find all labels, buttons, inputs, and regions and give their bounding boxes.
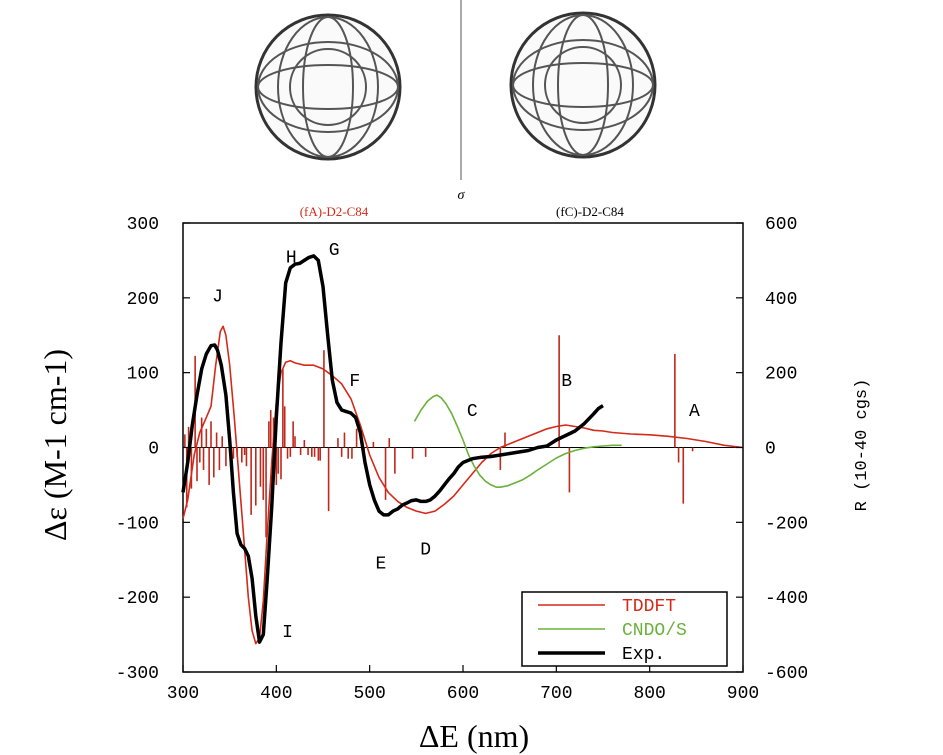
legend-label-cndo: CNDO/S <box>622 621 687 641</box>
y-left-tick-label-0: 0 <box>148 440 159 460</box>
x-tick-label-300: 300 <box>167 684 199 704</box>
x-tick-label-800: 800 <box>633 684 665 704</box>
peak-label-g: G <box>329 241 340 261</box>
y-left-tick-label--100: -100 <box>116 514 159 534</box>
x-tick-label-900: 900 <box>727 684 759 704</box>
y-left-tick-label-300: 300 <box>127 215 159 235</box>
rotatory-strength-sticks <box>184 335 694 538</box>
legend: TDDFT CNDO/S Exp. <box>521 591 728 667</box>
y-axis-left-title: Δε (M-1 cm-1) <box>37 349 73 541</box>
fullerene-fa-illustration <box>254 13 402 161</box>
peak-label-a: A <box>689 402 700 422</box>
peak-label-e: E <box>375 555 386 575</box>
x-tick-label-500: 500 <box>353 684 385 704</box>
peak-labels: A B C D E F G H I J <box>212 241 700 643</box>
y-left-tick-label--200: -200 <box>116 589 159 609</box>
y-left-tick-label-200: 200 <box>127 290 159 310</box>
x-tick-label-700: 700 <box>540 684 572 704</box>
peak-label-c: C <box>467 402 478 422</box>
y-left-tick-label--300: -300 <box>116 664 159 684</box>
x-axis-title: ΔE (nm) <box>419 718 529 754</box>
x-tick-label-600: 600 <box>447 684 479 704</box>
x-tick-label-400: 400 <box>260 684 292 704</box>
legend-label-exp: Exp. <box>622 645 665 665</box>
peak-label-f: F <box>349 372 360 392</box>
y-axis-right-title: R (10-40 cgs) <box>853 379 872 512</box>
series-line-exp <box>181 254 604 644</box>
fa-isomer-label: (fA)-D2-C84 <box>300 204 369 219</box>
peak-label-b: B <box>561 372 572 392</box>
fullerene-fc-illustration <box>509 11 657 159</box>
y-right-tick-label-400: 400 <box>765 290 797 310</box>
y-left-tick-label-100: 100 <box>127 365 159 385</box>
peak-label-j: J <box>212 288 223 308</box>
sigma-symbol: σ <box>458 188 466 203</box>
peak-label-h: H <box>286 249 297 269</box>
peak-label-i: I <box>282 623 293 643</box>
series-line-tddft <box>182 325 744 645</box>
y-right-tick-label--400: -400 <box>765 589 808 609</box>
y-right-tick-label--600: -600 <box>765 664 808 684</box>
y-right-tick-label-200: 200 <box>765 365 797 385</box>
y-right-tick-label-0: 0 <box>765 440 776 460</box>
axis-ticks: 300 400 500 600 700 800 900 -300 -200 -100 0 100 200… <box>116 215 808 704</box>
y-right-tick-label--200: -200 <box>765 514 808 534</box>
series-line-cndo <box>413 394 622 488</box>
y-right-tick-label-600: 600 <box>765 215 797 235</box>
peak-label-d: D <box>420 541 431 561</box>
legend-label-tddft: TDDFT <box>622 597 676 617</box>
series-lines <box>181 254 744 645</box>
fc-isomer-label: (fC)-D2-C84 <box>556 204 624 219</box>
